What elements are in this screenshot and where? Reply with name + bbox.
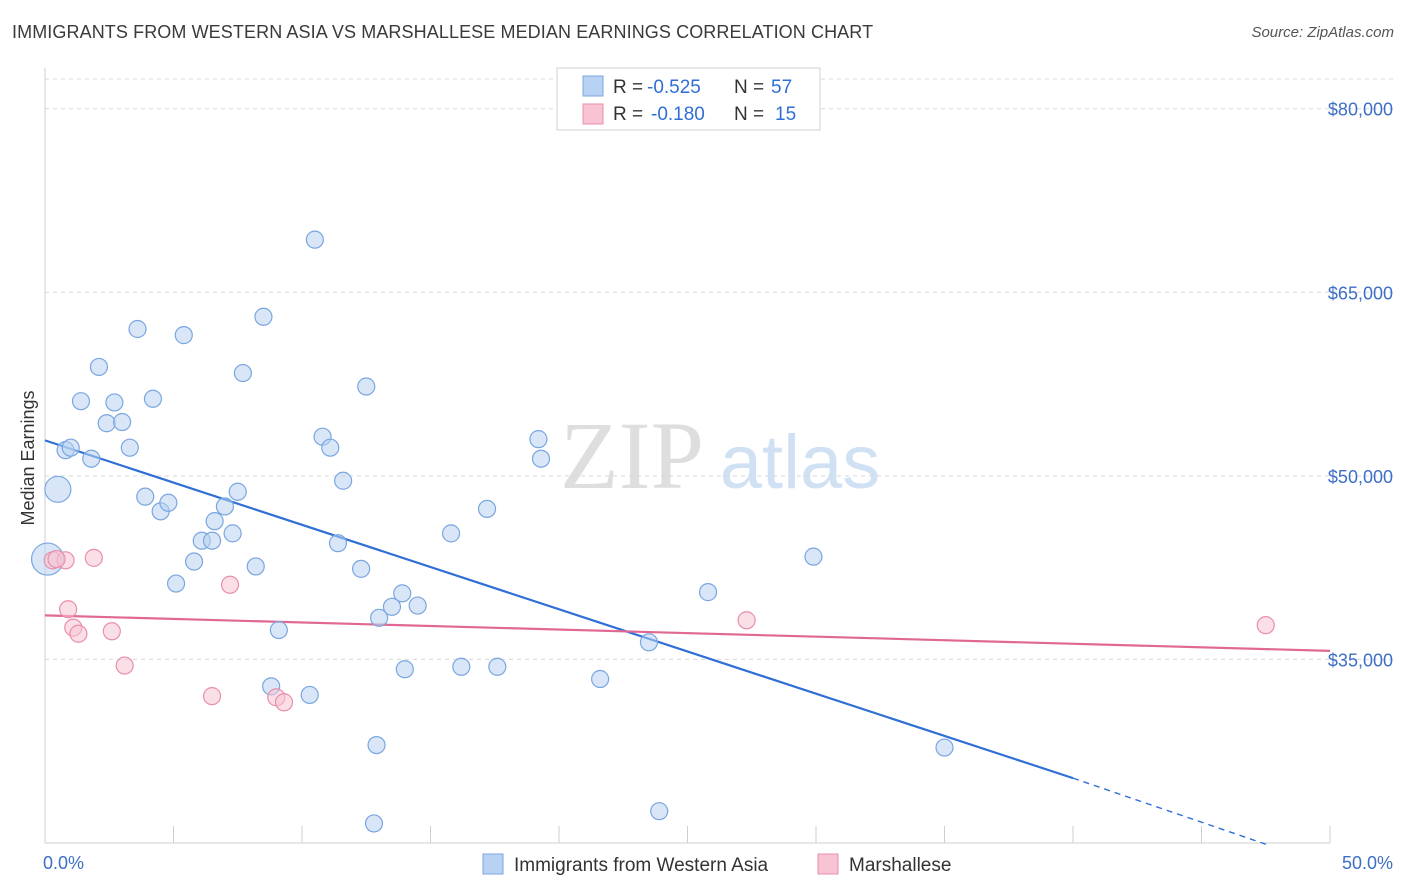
point-western-asia bbox=[120, 438, 139, 457]
y-tick-label: $50,000 bbox=[1328, 467, 1393, 487]
point-western-asia bbox=[382, 597, 402, 616]
point-western-asia bbox=[71, 392, 91, 411]
legend-n-value-blue: 57 bbox=[771, 77, 792, 98]
legend-swatch-pink bbox=[582, 103, 604, 125]
point-marshallese bbox=[220, 575, 240, 594]
point-western-asia bbox=[367, 735, 386, 755]
point-western-asia bbox=[352, 559, 371, 578]
point-marshallese bbox=[69, 624, 88, 643]
axes bbox=[44, 68, 1331, 844]
point-western-asia bbox=[159, 493, 178, 512]
point-western-asia bbox=[804, 547, 823, 566]
point-western-asia bbox=[44, 475, 72, 503]
point-western-asia bbox=[61, 438, 80, 457]
point-western-asia bbox=[321, 438, 340, 457]
point-western-asia bbox=[408, 596, 427, 615]
point-western-asia bbox=[650, 802, 669, 821]
point-marshallese bbox=[274, 693, 294, 712]
legend-r-label-pink: R = bbox=[613, 104, 643, 125]
point-marshallese bbox=[115, 656, 134, 675]
legend-n-label-blue: N = bbox=[734, 77, 764, 98]
watermark-atlas: atlas bbox=[720, 420, 881, 505]
point-western-asia bbox=[477, 499, 497, 518]
point-western-asia bbox=[174, 326, 193, 345]
series-legend-label-blue: Immigrants from Western Asia bbox=[514, 855, 769, 876]
series-legend-swatch-blue bbox=[482, 853, 504, 875]
point-western-asia bbox=[215, 497, 234, 516]
series-legend-swatch-pink bbox=[817, 853, 839, 875]
point-western-asia bbox=[488, 657, 507, 676]
point-western-asia bbox=[393, 584, 412, 603]
point-western-asia bbox=[246, 557, 265, 576]
point-western-asia bbox=[82, 449, 101, 468]
point-western-asia bbox=[364, 814, 384, 833]
point-western-asia bbox=[112, 412, 132, 432]
point-western-asia bbox=[184, 552, 204, 571]
point-marshallese bbox=[202, 687, 222, 706]
series-legend-label-pink: Marshallese bbox=[849, 855, 951, 876]
point-western-asia bbox=[395, 660, 414, 679]
y-tick-labels: $35,000 $50,000 $65,000 $80,000 bbox=[1328, 100, 1393, 671]
series-legend: Immigrants from Western Asia Marshallese bbox=[482, 853, 951, 876]
point-western-asia bbox=[228, 482, 247, 501]
trend-line-extension bbox=[1072, 777, 1266, 845]
source-label: Source: ZipAtlas.com bbox=[1251, 24, 1394, 41]
point-western-asia bbox=[452, 657, 471, 676]
trend-lines bbox=[44, 439, 1331, 845]
point-western-asia bbox=[205, 512, 224, 531]
trend-line-western-asia bbox=[44, 439, 1074, 780]
point-western-asia bbox=[357, 377, 376, 396]
point-western-asia bbox=[166, 574, 186, 593]
point-western-asia bbox=[233, 363, 252, 383]
point-western-asia bbox=[202, 531, 222, 550]
y-tick-label: $65,000 bbox=[1328, 283, 1393, 303]
x-tick-label: 50.0% bbox=[1342, 853, 1393, 873]
point-marshallese bbox=[102, 622, 121, 641]
point-western-asia bbox=[591, 669, 610, 689]
legend-n-label-pink: N = bbox=[734, 104, 764, 125]
point-western-asia bbox=[529, 430, 548, 449]
point-western-asia bbox=[334, 471, 353, 490]
point-marshallese bbox=[47, 549, 66, 569]
point-marshallese bbox=[84, 548, 103, 567]
x-tick-label: 0.0% bbox=[43, 853, 84, 873]
point-western-asia bbox=[328, 534, 348, 553]
point-western-asia bbox=[254, 307, 273, 326]
point-western-asia bbox=[639, 633, 659, 652]
legend-r-value-pink: -0.180 bbox=[651, 104, 705, 125]
y-axis-title: Median Earnings bbox=[18, 390, 38, 525]
point-western-asia bbox=[143, 389, 163, 408]
point-western-asia bbox=[305, 230, 324, 249]
point-western-asia bbox=[97, 414, 116, 433]
chart-title: IMMIGRANTS FROM WESTERN ASIA VS MARSHALL… bbox=[12, 22, 874, 42]
legend-swatch-blue bbox=[582, 75, 604, 97]
point-western-asia bbox=[370, 608, 389, 627]
point-western-asia bbox=[128, 319, 147, 339]
point-marshallese bbox=[1256, 616, 1275, 635]
trend-line-marshallese bbox=[44, 614, 1331, 652]
legend-r-label-blue: R = bbox=[613, 77, 643, 98]
point-western-asia bbox=[89, 357, 109, 377]
x-tick-labels: 0.0% 50.0% bbox=[43, 853, 1393, 873]
point-western-asia bbox=[105, 393, 124, 412]
point-western-asia bbox=[300, 685, 319, 705]
point-western-asia bbox=[698, 583, 718, 602]
point-western-asia bbox=[531, 449, 551, 468]
point-marshallese bbox=[59, 600, 78, 619]
point-western-asia bbox=[223, 524, 242, 543]
y-tick-label: $80,000 bbox=[1328, 100, 1393, 120]
point-western-asia bbox=[441, 524, 461, 543]
point-western-asia bbox=[269, 620, 288, 640]
point-western-asia bbox=[136, 487, 155, 506]
y-tick-label: $35,000 bbox=[1328, 650, 1393, 670]
point-marshallese bbox=[737, 611, 756, 630]
stats-legend: R = -0.525 N = 57 R = -0.180 N = 15 bbox=[556, 67, 821, 131]
legend-r-value-blue: -0.525 bbox=[647, 77, 701, 98]
watermark-zip: ZIP bbox=[560, 402, 704, 509]
point-western-asia bbox=[935, 738, 954, 757]
legend-n-value-pink: 15 bbox=[775, 104, 796, 125]
data-points bbox=[30, 230, 1275, 833]
